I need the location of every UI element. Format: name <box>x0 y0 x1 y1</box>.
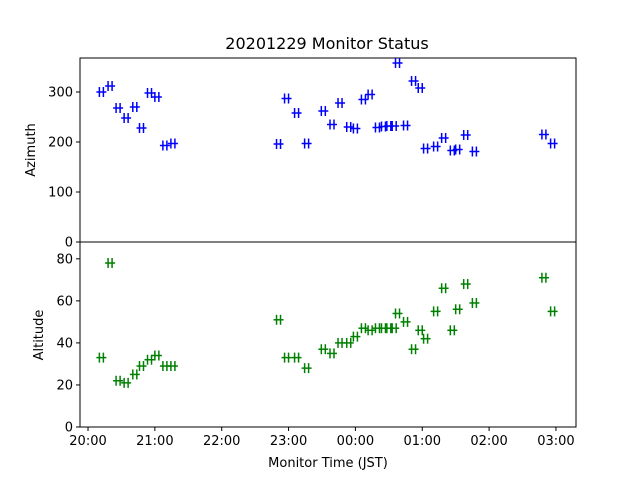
azimuth-data-point <box>430 141 441 152</box>
altitude-data-point <box>547 306 558 317</box>
altitude-ytick-label: 60 <box>56 294 73 309</box>
x-tick-label: 03:00 <box>537 434 574 449</box>
azimuth-data-point <box>469 146 480 157</box>
azimuth-ytick-label: 100 <box>48 186 73 201</box>
azimuth-data-point <box>327 119 338 130</box>
altitude-data-point <box>415 325 426 336</box>
altitude-data-point <box>350 331 361 342</box>
altitude-ytick-label: 0 <box>65 421 73 436</box>
altitude-data-point <box>96 352 107 363</box>
altitude-data-point <box>129 369 140 380</box>
x-tick-label: 02:00 <box>470 434 507 449</box>
altitude-data-point <box>438 283 449 294</box>
azimuth-data-point <box>291 108 302 118</box>
azimuth-data-point <box>144 88 155 98</box>
azimuth-data-point <box>392 58 403 68</box>
altitude-plot-frame <box>79 241 577 428</box>
x-tick-label: 00:00 <box>337 434 374 449</box>
azimuth-data-point <box>420 143 431 154</box>
x-axis: 20:00 21:00 22:00 23:00 00:00 01:00 02:00 03:00 <box>69 427 575 449</box>
altitude-data-point <box>469 297 480 308</box>
azimuth-ytick-label: 300 <box>48 86 73 101</box>
altitude-data-point <box>105 258 116 269</box>
azimuth-ytick-label: 0 <box>65 236 73 251</box>
altitude-data-point <box>365 325 376 336</box>
azimuth-data-point <box>538 129 549 140</box>
azimuth-data-point <box>452 144 463 155</box>
altitude-data-point <box>291 352 302 363</box>
azimuth-data-point <box>105 81 116 91</box>
altitude-data-point <box>400 316 411 327</box>
altitude-data-point <box>113 375 124 386</box>
azimuth-data-point <box>460 130 471 140</box>
altitude-ytick-label: 20 <box>56 378 73 393</box>
azimuth-data-point <box>335 98 346 108</box>
altitude-data-point <box>389 323 400 334</box>
x-tick-label: 22:00 <box>203 434 240 449</box>
altitude-data-point <box>538 272 549 283</box>
azimuth-data-point <box>400 120 411 131</box>
altitude-ytick-label: 40 <box>56 336 73 351</box>
altitude-data-point <box>430 306 441 317</box>
altitude-data-point <box>408 344 419 355</box>
altitude-data-point <box>318 344 329 355</box>
azimuth-data-point <box>389 121 400 131</box>
azimuth-data-point <box>438 133 449 143</box>
altitude-data-point <box>335 337 346 348</box>
altitude-data-point <box>447 325 458 336</box>
azimuth-data-point <box>408 76 419 86</box>
azimuth-data-point <box>121 113 132 123</box>
azimuth-data-point <box>547 138 558 149</box>
azimuth-data-point <box>167 138 178 149</box>
azimuth-data-point <box>365 89 376 100</box>
azimuth-ytick-label: 200 <box>48 136 73 151</box>
azimuth-data-point <box>301 138 312 149</box>
altitude-data-point <box>392 308 403 319</box>
azimuth-data-point <box>113 103 124 113</box>
x-tick-label: 01:00 <box>404 434 441 449</box>
azimuth-data-point <box>273 139 284 149</box>
x-axis-label: Monitor Time (JST) <box>268 456 388 471</box>
altitude-data-point <box>343 337 354 348</box>
x-tick-label: 23:00 <box>270 434 307 449</box>
azimuth-data-point <box>159 140 170 151</box>
azimuth-data-point <box>151 92 162 102</box>
azimuth-data-point <box>136 123 147 133</box>
azimuth-data-point <box>129 102 140 112</box>
x-tick-label: 20:00 <box>69 434 106 449</box>
altitude-panel: Altitude 0 20 40 60 80 <box>32 241 577 436</box>
azimuth-data-point <box>350 123 361 134</box>
azimuth-data-point <box>318 106 329 116</box>
altitude-data-point <box>136 361 147 372</box>
azimuth-panel: Azimuth 0 100 200 300 <box>24 57 577 251</box>
azimuth-data-point <box>358 94 369 105</box>
altitude-data-point <box>144 354 155 365</box>
altitude-data-point <box>420 333 431 344</box>
altitude-data-point <box>121 377 132 388</box>
altitude-data-point <box>452 304 463 315</box>
altitude-data-point <box>281 352 292 363</box>
azimuth-data-point <box>281 93 292 104</box>
azimuth-plot-frame <box>79 57 577 243</box>
azimuth-axis-label: Azimuth <box>24 123 39 177</box>
azimuth-data-point <box>343 122 354 132</box>
altitude-axis-label: Altitude <box>32 310 47 361</box>
altitude-data-point <box>301 363 312 374</box>
altitude-data-point <box>273 314 284 325</box>
altitude-ytick-label: 80 <box>56 252 73 267</box>
altitude-data-point <box>151 350 162 361</box>
chart-title: 20201229 Monitor Status <box>225 34 428 53</box>
altitude-data-point <box>460 279 471 290</box>
azimuth-data-point <box>96 87 107 97</box>
x-tick-label: 21:00 <box>136 434 173 449</box>
azimuth-data-point <box>415 83 426 93</box>
altitude-data-point <box>358 323 369 334</box>
altitude-data-point <box>327 348 338 359</box>
altitude-data-point <box>167 361 178 372</box>
